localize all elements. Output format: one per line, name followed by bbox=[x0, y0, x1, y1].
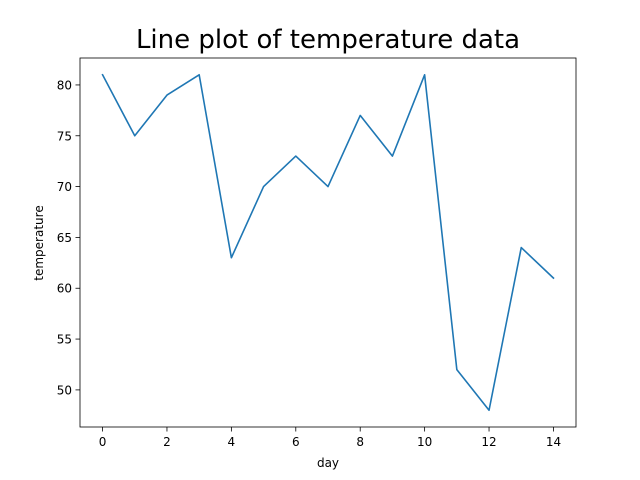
plot-frame bbox=[79, 57, 577, 428]
y-tick-label: 80 bbox=[57, 78, 72, 92]
x-tick-label: 8 bbox=[356, 435, 364, 449]
x-tick-label: 0 bbox=[99, 435, 107, 449]
x-tick-label: 2 bbox=[163, 435, 171, 449]
chart-title: Line plot of temperature data bbox=[136, 25, 520, 55]
y-tick-label: 55 bbox=[57, 333, 72, 347]
y-tick-label: 70 bbox=[57, 180, 72, 194]
x-axis-label: day bbox=[317, 456, 339, 470]
series-line bbox=[101, 73, 555, 412]
x-tick-label: 12 bbox=[481, 435, 496, 449]
y-axis-label: temperature bbox=[32, 205, 46, 280]
plot-area: 0 2 4 6 8 10 12 14 50 55 60 65 70 75 80 bbox=[57, 57, 577, 449]
y-tick-label: 50 bbox=[57, 383, 72, 397]
x-tick-label: 14 bbox=[546, 435, 561, 449]
x-tick-label: 10 bbox=[417, 435, 432, 449]
x-tick-label: 6 bbox=[292, 435, 300, 449]
y-tick-label: 75 bbox=[57, 129, 72, 143]
y-tick-label: 60 bbox=[57, 282, 72, 296]
y-tick-label: 65 bbox=[57, 231, 72, 245]
x-tick-label: 4 bbox=[228, 435, 236, 449]
